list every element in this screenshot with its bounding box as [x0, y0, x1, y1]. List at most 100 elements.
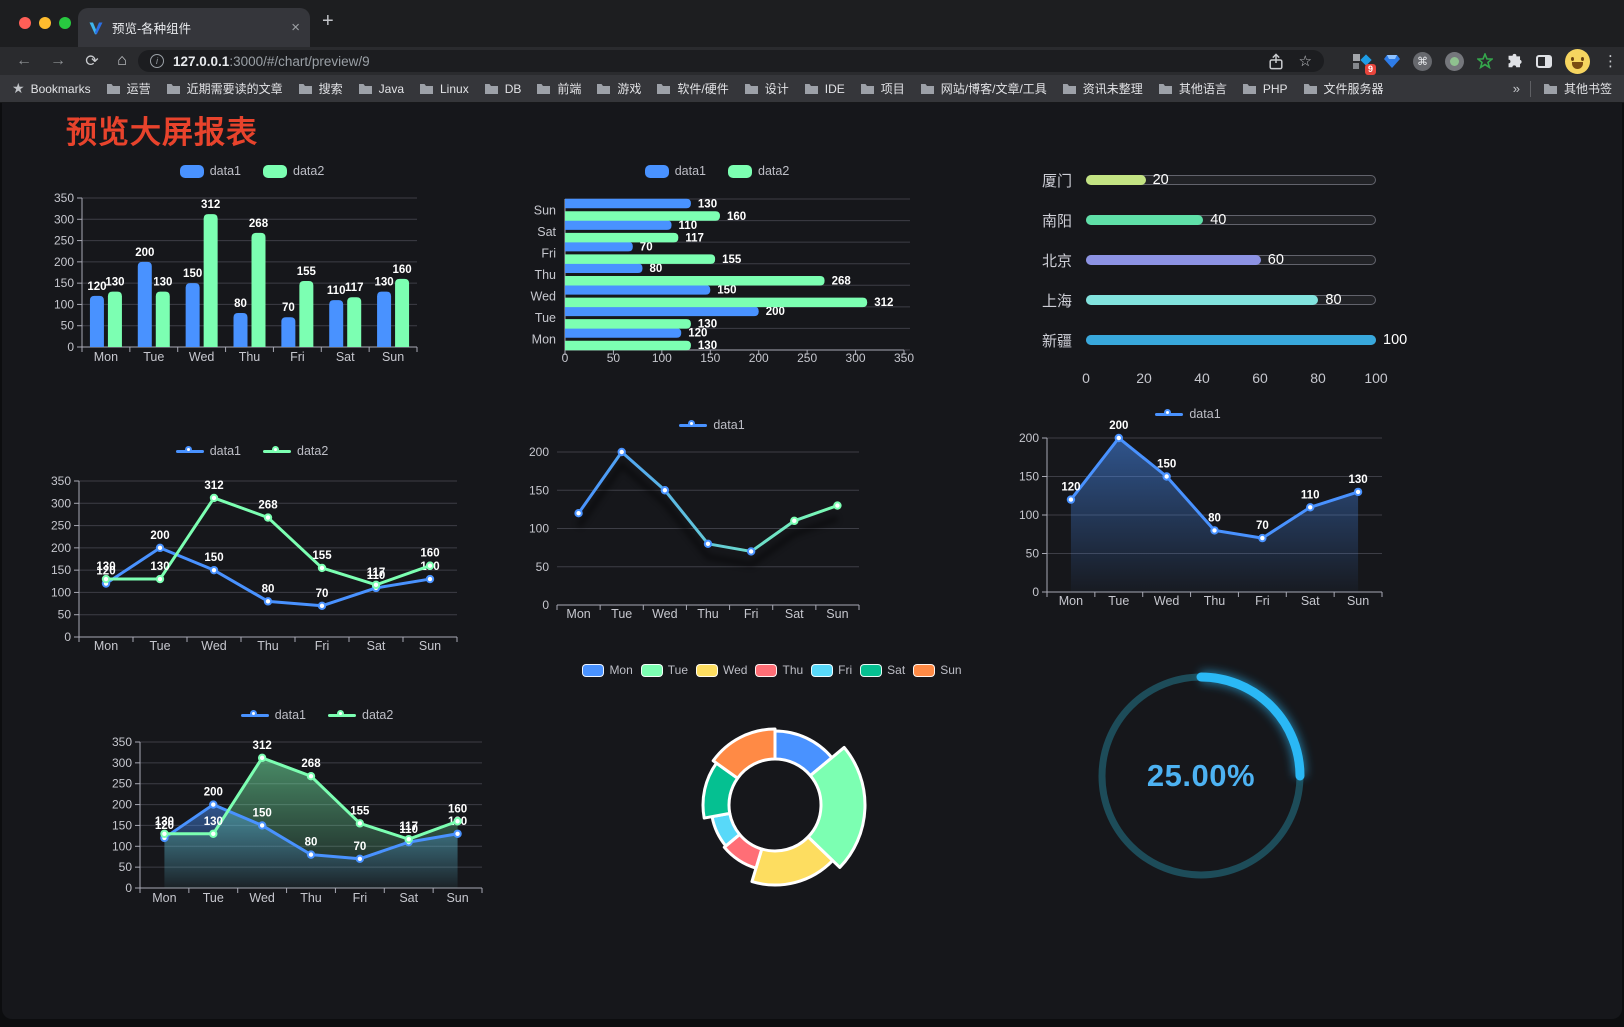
- bookmark-folder-IDE[interactable]: IDE: [804, 82, 845, 96]
- folder-icon: [804, 83, 818, 94]
- bookmark-folder-PHP[interactable]: PHP: [1242, 82, 1288, 96]
- legend-swatch: [728, 164, 752, 178]
- tab-close-icon[interactable]: ×: [291, 19, 300, 36]
- progress-track: 40: [1086, 212, 1376, 228]
- legend-item-data2[interactable]: data2: [328, 708, 393, 722]
- legend-item-Mon[interactable]: Mon: [582, 663, 633, 677]
- svg-text:100: 100: [652, 351, 672, 365]
- progress-row-北京: 北京 60: [992, 240, 1402, 280]
- bookmark-star-icon[interactable]: ☆: [1298, 53, 1312, 70]
- extension-grid-icon[interactable]: 9: [1352, 52, 1376, 75]
- green-star-extension-icon[interactable]: [1477, 53, 1493, 69]
- svg-text:Wed: Wed: [249, 891, 275, 905]
- bookmark-folder-近期需要读的文章[interactable]: 近期需要读的文章: [166, 80, 283, 97]
- bookmark-folder-label: Java: [378, 81, 404, 96]
- legend-item-Tue[interactable]: Tue: [640, 663, 688, 677]
- svg-text:250: 250: [112, 777, 132, 791]
- progress-value: 80: [1325, 291, 1342, 308]
- svg-text:312: 312: [874, 297, 893, 309]
- legend-item-data1[interactable]: data1: [175, 444, 241, 458]
- other-bookmarks-folder[interactable]: 其他书签: [1543, 80, 1612, 97]
- bookmark-folder-运营[interactable]: 运营: [106, 80, 151, 97]
- legend-item-data1[interactable]: data1: [179, 164, 241, 178]
- legend-item-Sat[interactable]: Sat: [860, 663, 905, 677]
- bookmark-folder-网站/博客/文章/工具[interactable]: 网站/博客/文章/工具: [920, 80, 1047, 97]
- bookmark-folder-设计[interactable]: 设计: [744, 80, 789, 97]
- home-icon[interactable]: ⌂: [117, 52, 127, 69]
- svg-text:Wed: Wed: [531, 290, 557, 304]
- legend-label: data1: [209, 444, 241, 458]
- gauge-value: 25.00%: [1146, 758, 1256, 793]
- minimize-window-button[interactable]: [39, 17, 51, 29]
- progress-label: 上海: [1041, 292, 1072, 310]
- progress-row-上海: 上海 80: [992, 280, 1402, 320]
- svg-text:200: 200: [766, 306, 785, 318]
- svg-text:Wed: Wed: [1154, 594, 1180, 608]
- bookmark-item-bookmarks[interactable]: ★ Bookmarks: [12, 80, 91, 97]
- zoom-window-button[interactable]: [59, 17, 71, 29]
- legend-item-data1[interactable]: data1: [240, 708, 306, 722]
- legend-item-data1[interactable]: data1: [1155, 407, 1221, 421]
- back-icon[interactable]: ←: [16, 52, 32, 69]
- legend-item-data1[interactable]: data1: [644, 164, 706, 178]
- new-tab-button[interactable]: +: [322, 10, 334, 32]
- bookmarks-overflow-chevron[interactable]: »: [1512, 81, 1520, 96]
- legend-item-Sun[interactable]: Sun: [913, 663, 962, 677]
- legend-item-data2[interactable]: data2: [728, 164, 789, 178]
- svg-text:0: 0: [542, 598, 549, 612]
- progress-value: 20: [1152, 171, 1169, 188]
- bookmark-folder-Linux[interactable]: Linux: [419, 82, 469, 96]
- pie-slice-Tue[interactable]: [806, 745, 867, 869]
- bookmark-folder-资讯未整理[interactable]: 资讯未整理: [1062, 80, 1143, 97]
- svg-text:80: 80: [305, 837, 318, 849]
- browser-tab[interactable]: 预览-各种组件 ×: [78, 8, 310, 47]
- bookmark-folder-游戏[interactable]: 游戏: [596, 80, 641, 97]
- legend-item-Wed[interactable]: Wed: [696, 663, 747, 677]
- bookmark-folder-软件/硬件[interactable]: 软件/硬件: [656, 80, 729, 97]
- bookmark-folder-项目[interactable]: 项目: [860, 80, 905, 97]
- svg-text:200: 200: [51, 541, 71, 555]
- progress-track: 80: [1086, 291, 1376, 308]
- bookmark-folder-搜索[interactable]: 搜索: [298, 80, 343, 97]
- pie-slice-Sun[interactable]: [711, 727, 777, 780]
- url-path: :3000/#/chart/preview/9: [229, 53, 370, 69]
- pie-slice-Thu[interactable]: [722, 832, 764, 870]
- svg-text:200: 200: [1109, 420, 1128, 432]
- address-bar[interactable]: i 127.0.0.1:3000/#/chart/preview/9 ☆: [138, 50, 1324, 72]
- profile-avatar[interactable]: [1565, 48, 1590, 74]
- reload-icon[interactable]: ⟳: [85, 53, 99, 70]
- site-info-icon[interactable]: i: [150, 54, 164, 68]
- pie-slice-Wed[interactable]: [750, 835, 835, 887]
- bookmark-folder-前端[interactable]: 前端: [536, 80, 581, 97]
- legend-item-data1[interactable]: data1: [679, 418, 745, 432]
- bookmark-folder-label: 近期需要读的文章: [186, 82, 283, 96]
- browser-toolbar: ← → ⟳ ⌂ i 127.0.0.1:3000/#/chart/preview…: [0, 47, 1624, 75]
- bookmark-folder-其他语言[interactable]: 其他语言: [1158, 80, 1227, 97]
- puzzle-extensions-icon[interactable]: [1506, 53, 1523, 70]
- record-extension-icon[interactable]: [1445, 51, 1464, 71]
- sidebar-toggle-icon[interactable]: [1536, 54, 1552, 68]
- bookmark-folder-文件服务器[interactable]: 文件服务器: [1303, 80, 1384, 97]
- gem-extension-icon[interactable]: [1384, 54, 1400, 69]
- legend-item-Fri[interactable]: Fri: [811, 663, 852, 677]
- url-text[interactable]: 127.0.0.1:3000/#/chart/preview/9: [173, 54, 1260, 69]
- legend-item-data2[interactable]: data2: [263, 164, 324, 178]
- share-icon[interactable]: [1268, 52, 1283, 70]
- bookmark-folder-Java[interactable]: Java: [358, 82, 404, 96]
- browser-menu-icon[interactable]: ⋮: [1603, 53, 1618, 70]
- svg-text:80: 80: [262, 583, 275, 595]
- svg-text:268: 268: [301, 758, 321, 770]
- legend-marker: [175, 445, 204, 457]
- svg-text:Thu: Thu: [239, 350, 261, 364]
- forward-icon[interactable]: →: [50, 52, 66, 69]
- close-window-button[interactable]: [19, 17, 31, 29]
- chart-gauge: 25.00%: [1096, 671, 1306, 881]
- bookmark-folder-DB[interactable]: DB: [484, 82, 521, 96]
- command-extension-icon[interactable]: ⌘: [1413, 51, 1432, 71]
- svg-text:250: 250: [54, 234, 74, 248]
- legend-item-data2[interactable]: data2: [263, 444, 328, 458]
- svg-text:150: 150: [700, 351, 720, 365]
- svg-text:100: 100: [529, 522, 549, 536]
- svg-text:Sat: Sat: [1301, 594, 1320, 608]
- legend-item-Thu[interactable]: Thu: [755, 663, 803, 677]
